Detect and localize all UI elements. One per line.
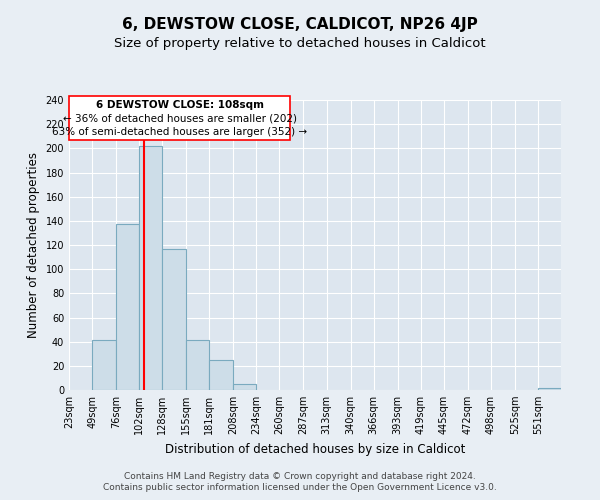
- Text: 63% of semi-detached houses are larger (352) →: 63% of semi-detached houses are larger (…: [52, 127, 307, 137]
- Bar: [92, 340, 116, 390]
- Y-axis label: Number of detached properties: Number of detached properties: [27, 152, 40, 338]
- Text: 6 DEWSTOW CLOSE: 108sqm: 6 DEWSTOW CLOSE: 108sqm: [95, 100, 263, 110]
- Bar: [139, 146, 162, 390]
- FancyBboxPatch shape: [69, 96, 290, 140]
- Text: Contains public sector information licensed under the Open Government Licence v3: Contains public sector information licen…: [103, 484, 497, 492]
- Text: Contains HM Land Registry data © Crown copyright and database right 2024.: Contains HM Land Registry data © Crown c…: [124, 472, 476, 481]
- Bar: [116, 224, 139, 390]
- Text: Size of property relative to detached houses in Caldicot: Size of property relative to detached ho…: [114, 38, 486, 51]
- Bar: [233, 384, 256, 390]
- Bar: [162, 248, 186, 390]
- Bar: [209, 360, 233, 390]
- Text: 6, DEWSTOW CLOSE, CALDICOT, NP26 4JP: 6, DEWSTOW CLOSE, CALDICOT, NP26 4JP: [122, 18, 478, 32]
- Bar: [538, 388, 561, 390]
- X-axis label: Distribution of detached houses by size in Caldicot: Distribution of detached houses by size …: [165, 442, 465, 456]
- Text: ← 36% of detached houses are smaller (202): ← 36% of detached houses are smaller (20…: [62, 114, 296, 124]
- Bar: [186, 340, 209, 390]
